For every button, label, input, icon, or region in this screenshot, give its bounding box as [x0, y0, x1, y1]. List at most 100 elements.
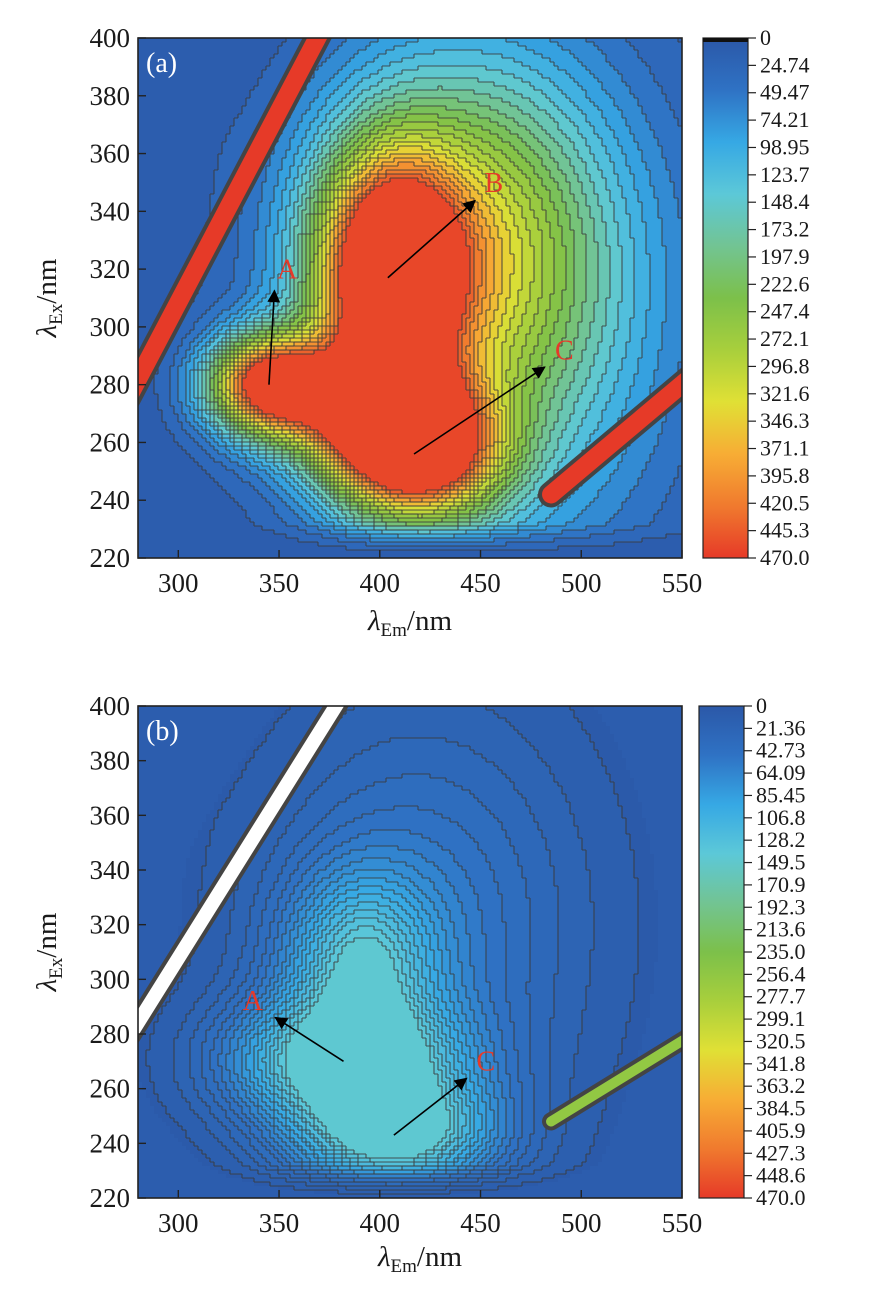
first-order-scatter-band [138, 38, 328, 399]
colorbar-label: 346.3 [760, 408, 810, 433]
colorbar-label: 173.2 [760, 217, 810, 242]
contour-fill-b [138, 706, 658, 1195]
panel-tag-a: (a) [146, 48, 177, 79]
y-tick-label: 280 [90, 370, 131, 400]
contour-line-a [209, 97, 587, 527]
colorbar-label: 299.1 [756, 1006, 806, 1031]
y-tick-label: 340 [90, 855, 131, 885]
contour-line-b [209, 805, 523, 1183]
colorbar-gradient-b [698, 705, 745, 1199]
peak-label-a: A [277, 255, 298, 286]
x-tick-label: 550 [662, 1208, 703, 1238]
y-tick-label: 340 [90, 196, 131, 226]
contour-level-b [270, 910, 466, 1166]
contour-line-a [225, 141, 523, 511]
colorbar-label: 235.0 [756, 939, 806, 964]
y-tick-label: 240 [90, 485, 131, 515]
contour-level-b [274, 918, 458, 1166]
y-tick-label: 280 [90, 1019, 131, 1049]
contour-line-b [257, 893, 475, 1171]
contour-level-a [226, 142, 522, 510]
x-tick-label: 300 [158, 568, 199, 598]
y-tick-label: 360 [90, 800, 131, 830]
colorbar-label: 148.4 [760, 189, 810, 214]
colorbar-labels-b: 021.3642.7364.0985.45106.8128.2149.5170.… [744, 693, 806, 1210]
scatter-band-a [138, 38, 682, 508]
contour-line-b [285, 937, 451, 1159]
contour-line-a [205, 85, 599, 527]
colorbar-label: 106.8 [756, 805, 806, 830]
contour-level-b [138, 706, 658, 1194]
contour-line-a [197, 65, 623, 535]
contour-line-b [189, 737, 559, 1187]
colorbar-label: 256.4 [756, 961, 806, 986]
colorbar-label: 85.45 [756, 782, 806, 807]
x-axis-title-sub-b: Em [391, 1256, 418, 1277]
contour-level-a [234, 158, 494, 502]
colorbar-label: 21.36 [756, 715, 806, 740]
x-ticks-a: 300 350 400 450 500 550 [158, 550, 702, 598]
y-tick-label: 220 [90, 543, 131, 573]
contour-level-a [170, 38, 682, 546]
y-tick-label: 260 [90, 427, 131, 457]
peak-label-c: C [555, 336, 574, 367]
contour-level-a [242, 178, 478, 494]
contour-line-a [217, 129, 543, 519]
peak-arrow-c [393, 1077, 468, 1136]
contour-level-b [190, 738, 558, 1186]
x-axis-title-main-b: λ [377, 1241, 391, 1273]
y-axis-title-sub-a: Ex [46, 303, 67, 325]
colorbar-label: 0 [760, 25, 771, 50]
scatter-band-b [138, 706, 682, 1131]
y-axis-title-b: λEx/nm [31, 912, 67, 992]
colorbar-label: 149.5 [756, 850, 806, 875]
peak-label-b: B [485, 168, 504, 199]
x-axis-title-b: λEm/nm [377, 1241, 463, 1277]
y-tick-label: 380 [90, 746, 131, 776]
y-tick-label: 400 [90, 23, 131, 53]
x-axis-title-unit-b: /nm [417, 1241, 463, 1273]
heatmap-a [138, 38, 682, 558]
colorbar-label: 24.74 [760, 52, 810, 77]
colorbar-label: 74.21 [760, 107, 810, 132]
contour-line-a [233, 161, 491, 503]
colorbar-zero-band [703, 38, 748, 42]
contour-level-b [146, 706, 638, 1194]
contour-fill-a [153, 38, 682, 554]
x-ticks-b: 300 350 400 450 500 550 [158, 1190, 702, 1238]
y-ticks-b: 220 240 260 280 300 320 340 360 380 400 [90, 691, 146, 1213]
colorbar-label: 64.09 [756, 760, 806, 785]
contour-line-a [217, 121, 555, 519]
y-tick-label: 300 [90, 312, 131, 342]
colorbar-label: 123.7 [760, 162, 810, 187]
colorbar-label: 448.6 [756, 1163, 806, 1188]
colorbar-label: 192.3 [756, 894, 806, 919]
colorbar-label: 470.0 [760, 545, 810, 570]
y-tick-label: 400 [90, 691, 131, 721]
x-tick-label: 450 [460, 1208, 501, 1238]
contour-level-b [202, 774, 534, 1186]
contour-level-a [194, 50, 634, 534]
peak-label-a: A [243, 986, 264, 1017]
y-axis-title-unit-a: /nm [31, 258, 63, 304]
contour-level-b [286, 938, 450, 1158]
peak-arrow-b [387, 199, 477, 279]
colorbar-label: 296.8 [760, 353, 810, 378]
contour-line-b [277, 925, 455, 1163]
colorbar-label: 277.7 [756, 984, 806, 1009]
colorbar-label: 213.6 [756, 917, 806, 942]
colorbar-label: 445.3 [760, 518, 810, 543]
heatmap-b [138, 706, 682, 1198]
contour-line-b [225, 845, 507, 1179]
second-order-scatter-band [542, 372, 682, 504]
colorbar-label: 470.0 [756, 1185, 806, 1210]
colorbar-label: 395.8 [760, 463, 810, 488]
contour-line-a [241, 177, 479, 495]
colorbar-label: 42.73 [756, 738, 806, 763]
contour-line-a [185, 38, 667, 539]
contour-line-b [261, 901, 471, 1171]
colorbar-label: 420.5 [760, 490, 810, 515]
plot-frame-a [137, 37, 683, 559]
contour-line-a [177, 38, 682, 543]
